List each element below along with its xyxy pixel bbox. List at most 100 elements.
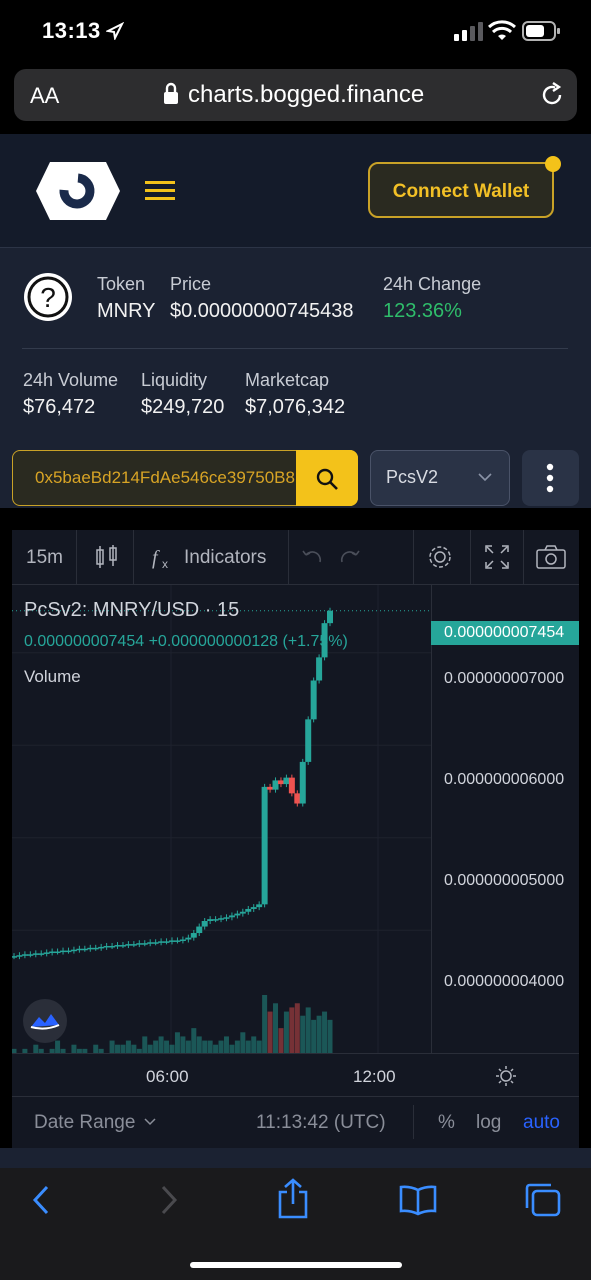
candle: [147, 942, 154, 944]
candle: [179, 939, 186, 941]
bookmarks-icon[interactable]: [398, 1184, 438, 1216]
candle: [54, 951, 61, 954]
share-icon[interactable]: [276, 1178, 310, 1220]
log-scale-button[interactable]: log: [476, 1112, 502, 1133]
volume-bar: [213, 1044, 219, 1053]
chevron-down-icon: [144, 1118, 156, 1126]
volume-bar: [305, 1007, 311, 1053]
volume-bar: [207, 1040, 213, 1053]
volume-value: $76,472: [23, 396, 96, 418]
candle: [272, 780, 279, 790]
token-address-input[interactable]: [13, 451, 297, 504]
connect-wallet-button[interactable]: Connect Wallet: [368, 162, 554, 218]
y-tick-label: 0.000000007000: [444, 670, 565, 687]
chart-bottom-bar: Date Range 11:13:42 (UTC) % log auto: [12, 1096, 579, 1149]
candle: [27, 954, 34, 956]
volume-bar: [153, 1040, 159, 1053]
candle: [169, 940, 175, 942]
candle: [316, 657, 323, 681]
reader-aa-button[interactable]: AA: [30, 83, 60, 108]
more-options-button[interactable]: [522, 450, 579, 506]
candle: [190, 933, 197, 938]
candle: [81, 948, 88, 951]
volume-bar: [327, 1019, 333, 1053]
home-indicator: [190, 1262, 402, 1268]
candle: [43, 952, 50, 954]
candle: [32, 953, 39, 955]
date-range-button[interactable]: Date Range: [34, 1112, 136, 1133]
candle: [212, 919, 219, 921]
volume-bar: [136, 1048, 142, 1053]
interval-button[interactable]: 15m: [26, 547, 63, 568]
chart-legend-ohlc: 0.000000007454 +0.000000000128 (+1.75%): [24, 633, 348, 650]
tradingview-logo-icon[interactable]: [22, 998, 68, 1044]
utc-clock[interactable]: 11:13:42 (UTC): [256, 1112, 386, 1133]
y-tick-label: 0.000000005000: [444, 872, 565, 889]
redo-icon[interactable]: [338, 547, 362, 567]
liquidity-value: $249,720: [141, 396, 225, 418]
volume-bar: [278, 1028, 284, 1053]
search-button[interactable]: [296, 450, 358, 506]
volume-bar: [294, 1003, 300, 1053]
volume-bar: [55, 1040, 61, 1053]
axis-settings-icon[interactable]: [494, 1064, 518, 1088]
volume-bar: [22, 1048, 28, 1053]
candle: [98, 946, 105, 949]
volume-bar: [283, 1011, 289, 1053]
percent-scale-button[interactable]: %: [438, 1112, 455, 1133]
marketcap-value: $7,076,342: [245, 396, 346, 418]
volume-bar: [174, 1032, 180, 1053]
price-value: $0.00000000745438: [170, 300, 354, 322]
indicators-button[interactable]: Indicators: [184, 547, 267, 568]
volume-bar: [316, 1015, 322, 1053]
volume-bar: [125, 1040, 131, 1053]
signal-icon: [454, 22, 483, 41]
volume-bar: [164, 1040, 170, 1053]
reload-icon[interactable]: [538, 81, 566, 109]
price-axis-border: [431, 585, 432, 1053]
address-bar[interactable]: [14, 69, 577, 121]
volume-bar: [131, 1044, 137, 1053]
candle: [87, 947, 94, 950]
y-tick-label: 0.000000006000: [444, 771, 565, 788]
volume-bar: [234, 1040, 240, 1053]
candle: [16, 955, 23, 957]
candle-style-icon[interactable]: [94, 544, 120, 570]
bogged-logo-icon[interactable]: [34, 160, 122, 222]
forward-chevron-icon[interactable]: [158, 1184, 180, 1216]
volume-bar: [273, 1003, 279, 1053]
volume-bar: [256, 1040, 262, 1053]
volume-bar: [147, 1044, 153, 1053]
candle: [125, 944, 132, 946]
kebab-menu-icon: [546, 463, 554, 493]
auto-scale-button[interactable]: auto: [523, 1112, 560, 1133]
y-tick-label: 0.000000004000: [444, 973, 565, 990]
candle: [234, 913, 241, 916]
settings-gear-icon[interactable]: [426, 543, 454, 571]
last-price-tag: 0.000000007454: [431, 621, 579, 645]
back-chevron-icon[interactable]: [30, 1184, 52, 1216]
battery-icon: [522, 21, 560, 41]
candle: [218, 918, 225, 920]
candle: [288, 777, 295, 794]
volume-bar: [185, 1040, 191, 1053]
url-text[interactable]: charts.bogged.finance: [188, 81, 425, 108]
volume-bar: [169, 1044, 175, 1053]
candlestick-chart[interactable]: [12, 585, 432, 1053]
candle: [163, 941, 170, 943]
liquidity-label: Liquidity: [141, 370, 208, 390]
volume-bar: [158, 1036, 164, 1053]
hamburger-menu-icon[interactable]: [145, 179, 175, 203]
candle: [228, 915, 235, 918]
location-arrow-icon: [106, 22, 124, 40]
tabs-icon[interactable]: [524, 1182, 562, 1218]
candle: [239, 911, 246, 914]
camera-snapshot-icon[interactable]: [536, 545, 566, 569]
candle: [223, 917, 230, 919]
fullscreen-icon[interactable]: [484, 544, 510, 570]
lock-icon: [164, 82, 178, 104]
undo-icon[interactable]: [300, 547, 324, 567]
volume-bar: [93, 1044, 99, 1053]
time-axis-border: [12, 1053, 579, 1054]
